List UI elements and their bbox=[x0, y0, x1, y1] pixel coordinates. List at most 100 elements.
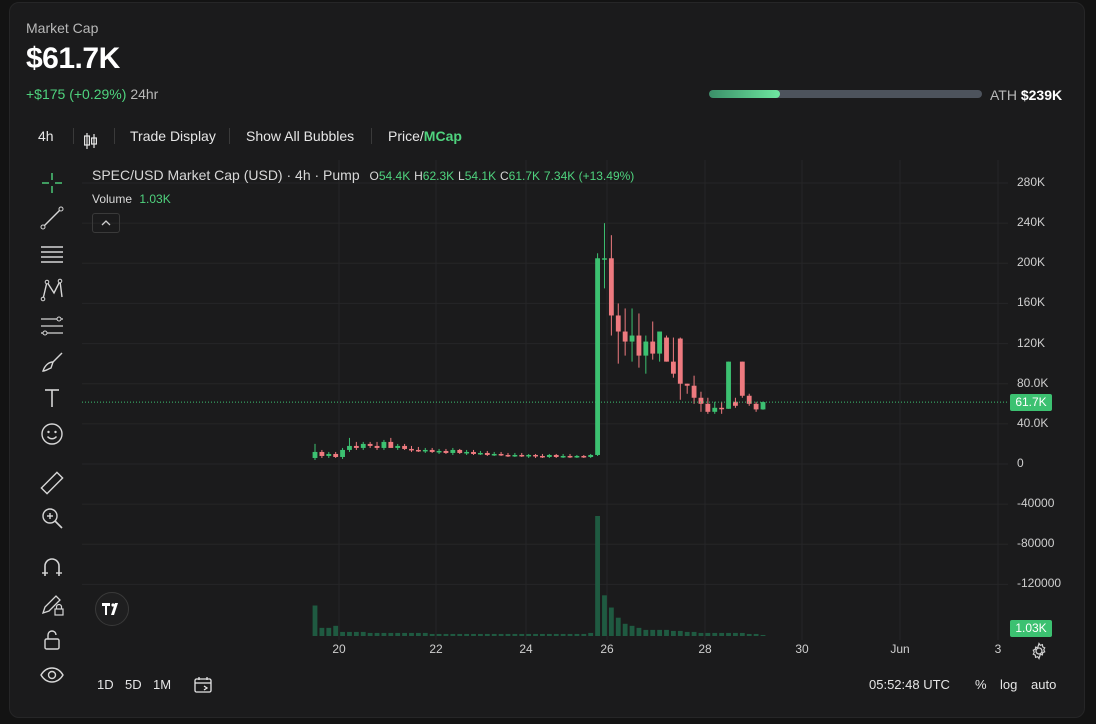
eye-tool[interactable] bbox=[34, 660, 70, 690]
candle bbox=[567, 453, 573, 458]
price-mcap-toggle[interactable]: Price/MCap bbox=[388, 120, 462, 152]
candle bbox=[422, 447, 428, 453]
candle-body bbox=[629, 335, 635, 342]
lock-drawing-tool[interactable] bbox=[34, 589, 70, 619]
brush-icon bbox=[42, 352, 63, 372]
volume-bar bbox=[588, 632, 594, 636]
pattern-icon bbox=[40, 278, 63, 302]
date-range-icon[interactable] bbox=[194, 675, 214, 695]
volume-bar bbox=[353, 631, 359, 636]
candle bbox=[498, 451, 504, 456]
tradingview-logo-icon bbox=[102, 603, 118, 615]
toolbar-divider bbox=[114, 128, 115, 144]
candle bbox=[760, 401, 766, 410]
ruler-tool[interactable] bbox=[34, 468, 70, 498]
emoji-tool[interactable] bbox=[34, 419, 70, 449]
candle bbox=[650, 321, 656, 360]
candle-body bbox=[588, 454, 594, 457]
candle-body bbox=[567, 455, 573, 458]
volume-bar bbox=[560, 633, 566, 636]
range-1m-button[interactable]: 1M bbox=[153, 677, 172, 692]
volume-bar bbox=[670, 630, 676, 636]
trade-display-button[interactable]: Trade Display bbox=[130, 128, 216, 144]
volume-bar bbox=[567, 633, 573, 636]
candle bbox=[705, 397, 711, 414]
candle bbox=[588, 453, 594, 458]
candle bbox=[677, 337, 683, 400]
volume-bar bbox=[629, 625, 635, 636]
utc-time[interactable]: 05:52:48 UTC bbox=[869, 677, 950, 692]
candlestick-chart[interactable] bbox=[82, 160, 1008, 640]
lock-tool[interactable] bbox=[34, 625, 70, 655]
candle-body bbox=[312, 451, 318, 458]
candle bbox=[581, 454, 587, 458]
chart-panel bbox=[9, 2, 1085, 718]
legend-close: 61.7K bbox=[508, 169, 540, 183]
ath-label: ATH bbox=[990, 87, 1017, 103]
volume-bar bbox=[650, 629, 656, 636]
candle bbox=[746, 393, 752, 406]
mcap-toggle-label: MCap bbox=[423, 128, 462, 144]
interval-button[interactable]: 4h bbox=[38, 128, 54, 144]
ath-value: $239K bbox=[1020, 87, 1063, 103]
volume-value: 1.03K bbox=[139, 192, 171, 206]
candle-body bbox=[684, 383, 690, 386]
candle bbox=[615, 303, 621, 364]
volume-bar bbox=[540, 633, 545, 636]
volume-bar bbox=[443, 633, 449, 636]
chart-settings-icon[interactable] bbox=[1030, 642, 1048, 660]
show-all-bubbles-button[interactable]: Show All Bubbles bbox=[246, 128, 355, 144]
candle-body bbox=[429, 449, 435, 452]
volume-bar bbox=[643, 629, 649, 636]
volume-bar bbox=[512, 633, 518, 636]
candle-body bbox=[402, 445, 408, 449]
volume-bar bbox=[471, 633, 476, 636]
candle-body bbox=[374, 445, 380, 448]
candle-body bbox=[753, 403, 759, 410]
candle bbox=[574, 454, 580, 458]
log-toggle[interactable]: log bbox=[1000, 677, 1018, 692]
chart-legend: SPEC/USD Market Cap (USD) · 4h · Pump O5… bbox=[92, 167, 634, 183]
legend-change: 7.34K (+13.49%) bbox=[543, 169, 635, 183]
volume-bar bbox=[409, 632, 414, 636]
tradingview-logo[interactable] bbox=[95, 592, 129, 626]
candle-body bbox=[622, 331, 628, 342]
x-axis-label: 3 bbox=[994, 642, 1002, 656]
volume-bar bbox=[347, 631, 352, 636]
candle-body bbox=[478, 452, 483, 455]
market-cap-label: Market Cap bbox=[26, 20, 99, 36]
y-axis-label: 40.0K bbox=[1017, 415, 1049, 430]
text-tool[interactable] bbox=[34, 383, 70, 413]
auto-toggle[interactable]: auto bbox=[1031, 677, 1057, 692]
candle-body bbox=[760, 402, 766, 410]
range-1d-button[interactable]: 1D bbox=[97, 677, 114, 692]
candle-body bbox=[705, 403, 711, 412]
horizontal-lines-tool[interactable] bbox=[34, 239, 70, 269]
ath-display: ATH $239K bbox=[990, 87, 1062, 103]
range-5d-button[interactable]: 5D bbox=[125, 677, 142, 692]
candle-body bbox=[540, 455, 545, 458]
trend-line-tool[interactable] bbox=[34, 203, 70, 233]
collapse-legend-button[interactable] bbox=[92, 213, 120, 233]
y-axis-label: 160K bbox=[1017, 295, 1046, 310]
legend-o-label: O bbox=[369, 169, 379, 183]
candle-body bbox=[739, 361, 745, 396]
magnet-tool[interactable] bbox=[34, 552, 70, 582]
candle bbox=[326, 451, 332, 458]
candle bbox=[395, 443, 401, 450]
candlestick-icon[interactable] bbox=[84, 128, 98, 149]
zoom-in-tool[interactable] bbox=[34, 503, 70, 533]
candle bbox=[360, 441, 366, 450]
percent-toggle[interactable]: % bbox=[975, 677, 987, 692]
brush-tool[interactable] bbox=[34, 347, 70, 377]
candle bbox=[540, 453, 545, 458]
fib-tool[interactable] bbox=[34, 311, 70, 341]
candles bbox=[312, 223, 766, 460]
candle-body bbox=[519, 454, 525, 457]
legend-symbol: SPEC/USD Market Cap (USD) · 4h · Pump bbox=[92, 167, 360, 183]
market-cap-value: $61.7K bbox=[26, 42, 120, 75]
pattern-tool[interactable] bbox=[34, 275, 70, 305]
crosshair-tool[interactable] bbox=[34, 168, 70, 198]
chart-toolbar: 4h Trade Display Show All Bubbles Price/… bbox=[26, 120, 1072, 152]
volume-bar bbox=[381, 632, 387, 636]
